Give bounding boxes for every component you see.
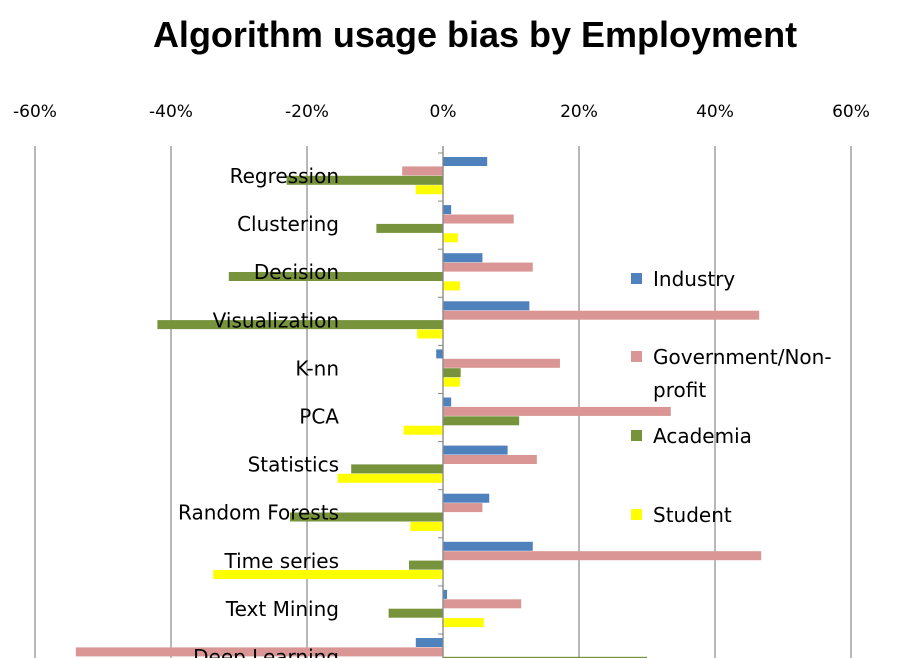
legend-label: Government/Non-profit <box>653 345 832 402</box>
legend-item-government-non-profit: Government/Non-profit <box>631 345 832 402</box>
category-label: K-nn <box>295 356 339 380</box>
x-tick-label: -60% <box>13 102 57 122</box>
bar-student-statistics <box>337 473 443 483</box>
bar-government-non-profit-visualization <box>443 310 760 320</box>
bar-government-non-profit-k-nn <box>443 358 560 368</box>
bar-student-text-mining <box>443 618 484 628</box>
legend-item-industry: Industry <box>631 267 735 291</box>
bar-student-random-forests <box>410 521 443 531</box>
bar-academia-k-nn <box>443 368 461 378</box>
x-tick-labels: -60% -40% -20% 0% 20% 40% 60% <box>13 102 870 122</box>
bar-student-pca <box>403 425 443 435</box>
legend: Industry Government/Non-profit Academia Stu… <box>631 267 832 527</box>
bars <box>75 146 762 658</box>
category-label: Random Forests <box>178 501 339 525</box>
bar-academia-time-series <box>409 560 443 570</box>
category-label: Text Mining <box>225 597 339 621</box>
bar-academia-clustering <box>376 223 443 233</box>
bar-student-k-nn <box>443 377 460 387</box>
bar-government-non-profit-random-forests <box>443 503 483 513</box>
legend-swatch <box>631 430 642 441</box>
bar-student-regression <box>415 185 443 195</box>
category-label: Time series <box>223 549 339 573</box>
bar-student-time-series <box>213 570 443 579</box>
bar-academia-statistics <box>351 464 443 474</box>
bar-government-non-profit-deep-learning <box>75 647 444 657</box>
bar-industry-random-forests <box>443 493 490 503</box>
bar-industry-visualization <box>443 301 530 311</box>
bar-industry-regression <box>443 157 488 166</box>
bar-government-non-profit-pca <box>443 406 671 416</box>
legend-swatch <box>631 273 642 284</box>
x-tick-label: -20% <box>285 102 329 122</box>
bar-academia-random-forests <box>290 512 443 522</box>
bar-industry-statistics <box>443 445 508 455</box>
bar-academia-decision <box>228 272 443 281</box>
bar-government-non-profit-regression <box>402 166 443 176</box>
category-label: Clustering <box>237 212 339 236</box>
bar-industry-decision <box>443 253 483 263</box>
category-label: Regression <box>230 164 339 188</box>
legend-item-student: Student <box>631 503 732 527</box>
legend-label: Academia <box>653 424 752 448</box>
bar-academia-text-mining <box>388 608 443 618</box>
bar-student-visualization <box>417 329 443 339</box>
x-tick-label: 60% <box>832 102 870 122</box>
bar-industry-pca <box>443 397 452 407</box>
category-label: Visualization <box>213 308 339 332</box>
legend-label: Industry <box>653 267 735 291</box>
bar-student-decision <box>443 281 460 291</box>
category-label: Statistics <box>248 453 339 477</box>
bar-industry-clustering <box>443 205 452 215</box>
legend-label: Student <box>653 503 732 527</box>
bar-government-non-profit-decision <box>443 262 533 272</box>
bar-academia-deep-learning <box>443 656 647 658</box>
legend-swatch <box>631 509 642 520</box>
bar-industry-time-series <box>443 541 533 551</box>
bar-academia-visualization <box>157 320 443 330</box>
x-tick-label: -40% <box>149 102 193 122</box>
bar-student-clustering <box>443 233 458 243</box>
legend-item-academia: Academia <box>631 424 752 448</box>
x-tick-label: 40% <box>696 102 734 122</box>
category-label: Deep Learning <box>193 645 339 658</box>
bar-government-non-profit-time-series <box>443 551 762 561</box>
bar-government-non-profit-text-mining <box>443 599 522 609</box>
bar-government-non-profit-clustering <box>443 214 514 224</box>
x-tick-label: 0% <box>430 102 457 122</box>
category-labels: Regression Clustering Decision Visualizatio… <box>178 164 339 658</box>
category-label: Decision <box>254 260 339 284</box>
bar-industry-k-nn <box>436 349 443 359</box>
bar-academia-regression <box>286 175 443 185</box>
bar-industry-text-mining <box>443 589 448 599</box>
bar-industry-deep-learning <box>415 638 443 647</box>
category-label: PCA <box>299 405 339 429</box>
legend-swatch <box>631 351 642 362</box>
x-tick-label: 20% <box>560 102 598 122</box>
bar-government-non-profit-statistics <box>443 455 537 464</box>
chart-title: Algorithm usage bias by Employment <box>153 14 797 55</box>
bar-academia-pca <box>443 416 520 426</box>
